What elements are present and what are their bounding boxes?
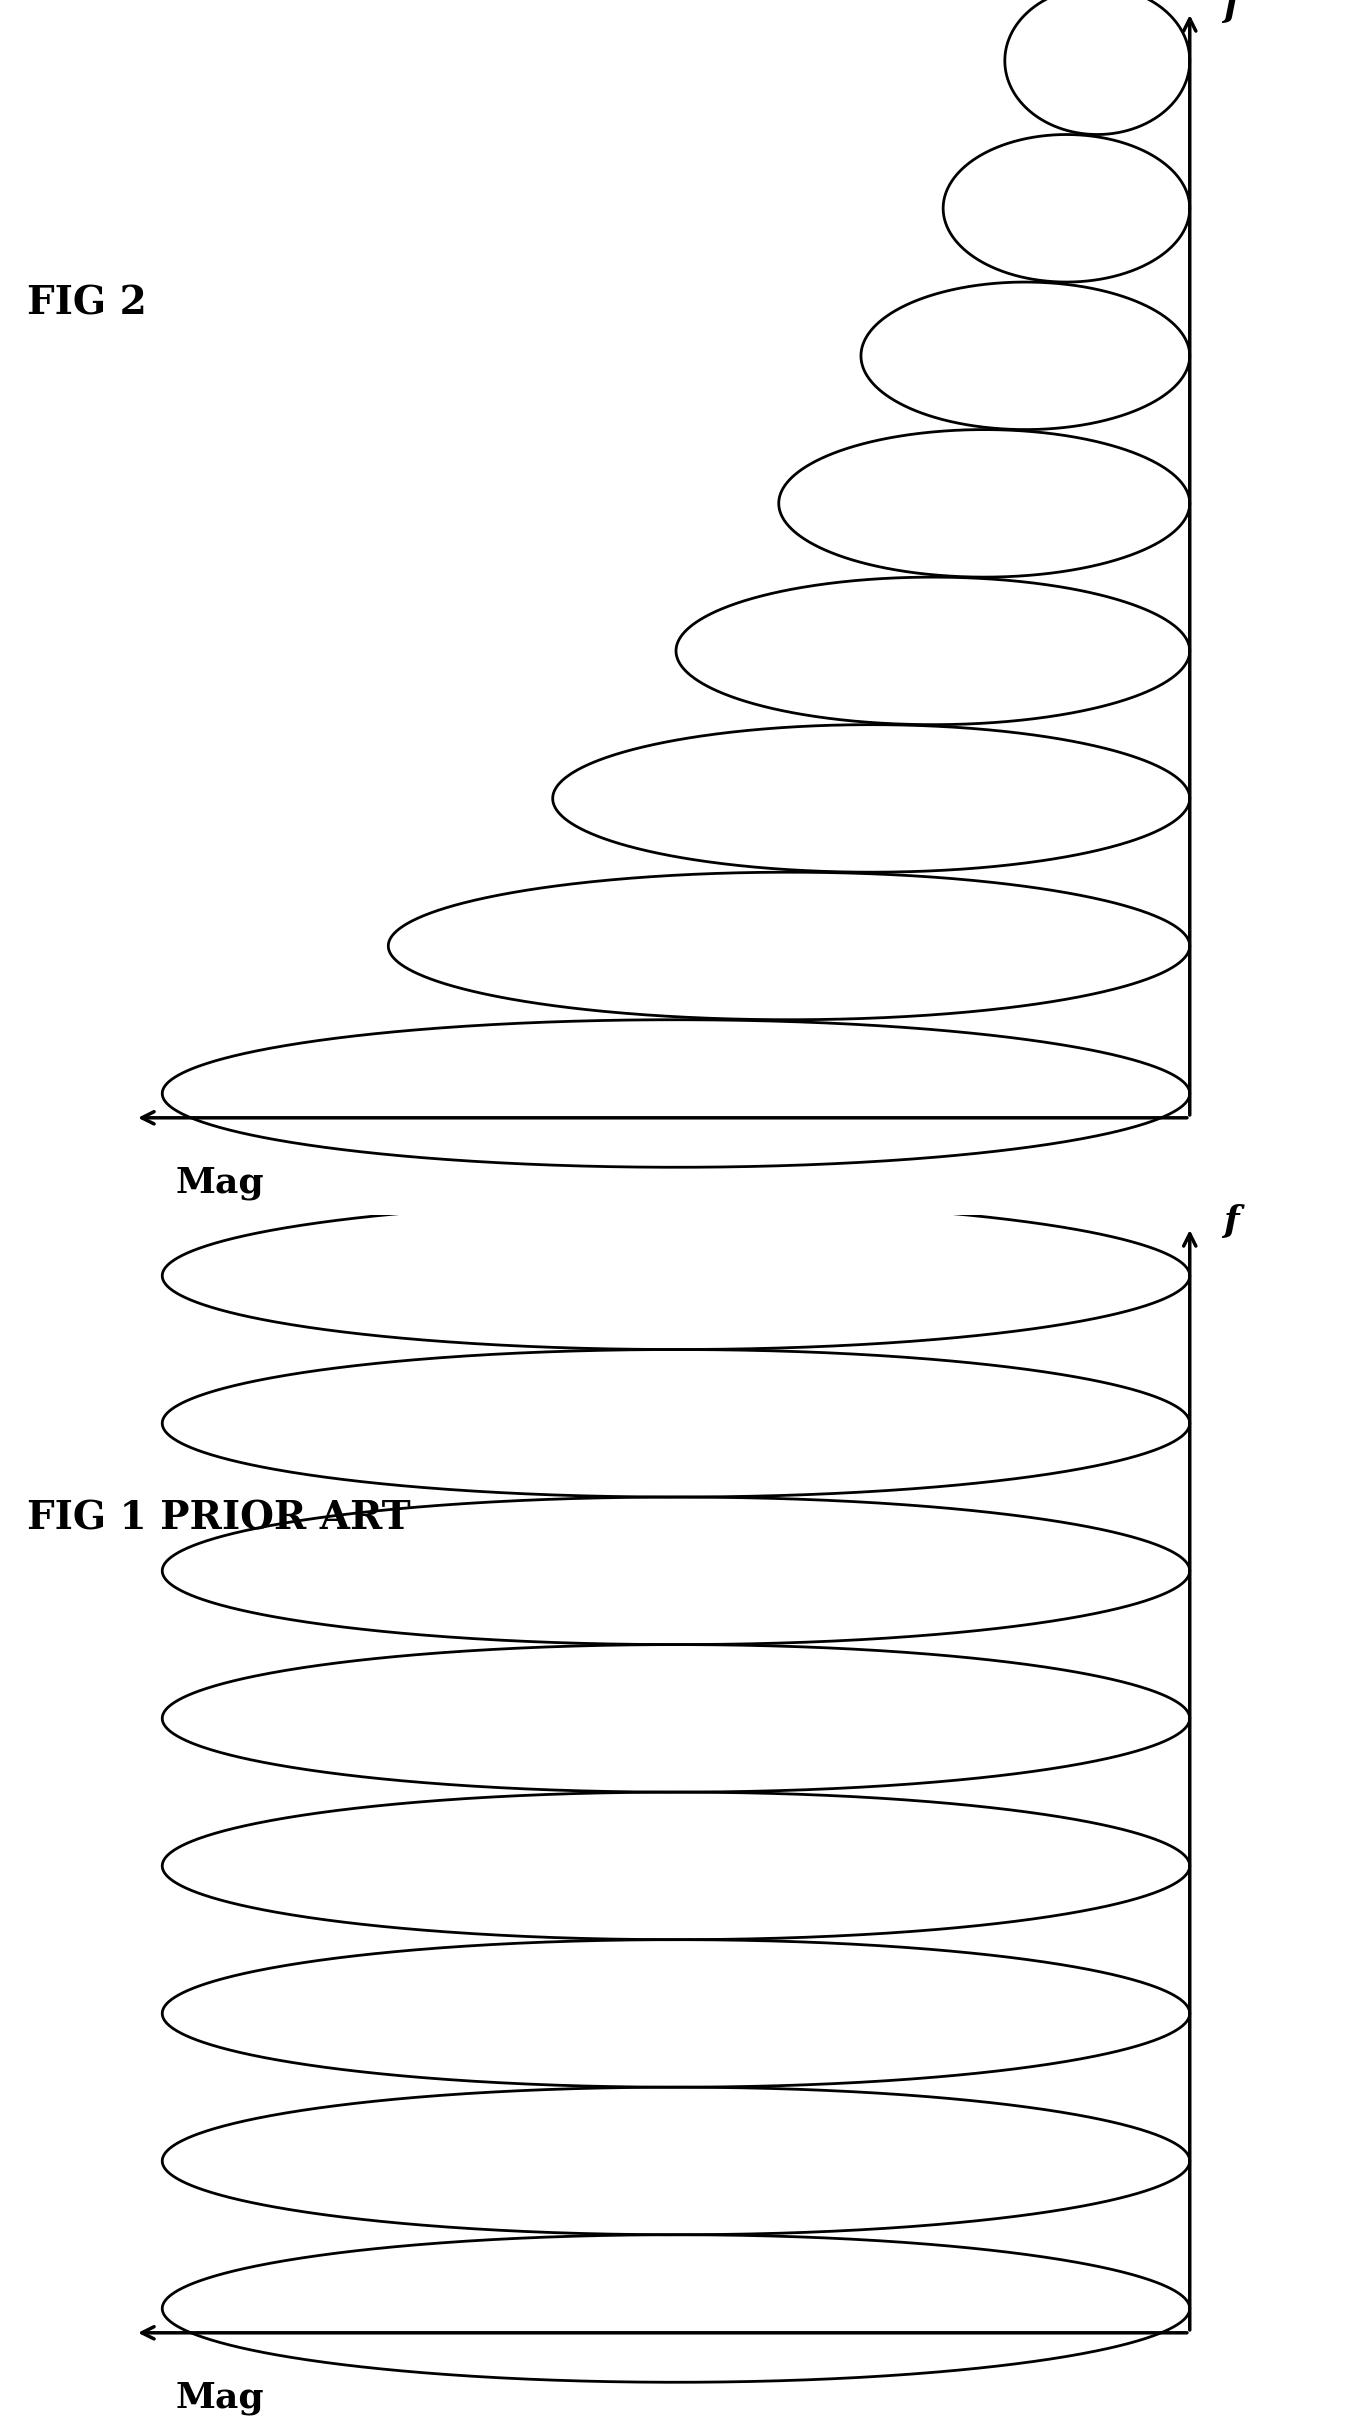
Text: Mag: Mag <box>176 2381 265 2415</box>
Text: f: f <box>1224 1205 1238 1237</box>
Text: f: f <box>1224 0 1238 22</box>
Text: FIG 1 PRIOR ART: FIG 1 PRIOR ART <box>27 1499 411 1538</box>
Text: Mag: Mag <box>176 1166 265 1200</box>
Text: FIG 2: FIG 2 <box>27 284 147 323</box>
